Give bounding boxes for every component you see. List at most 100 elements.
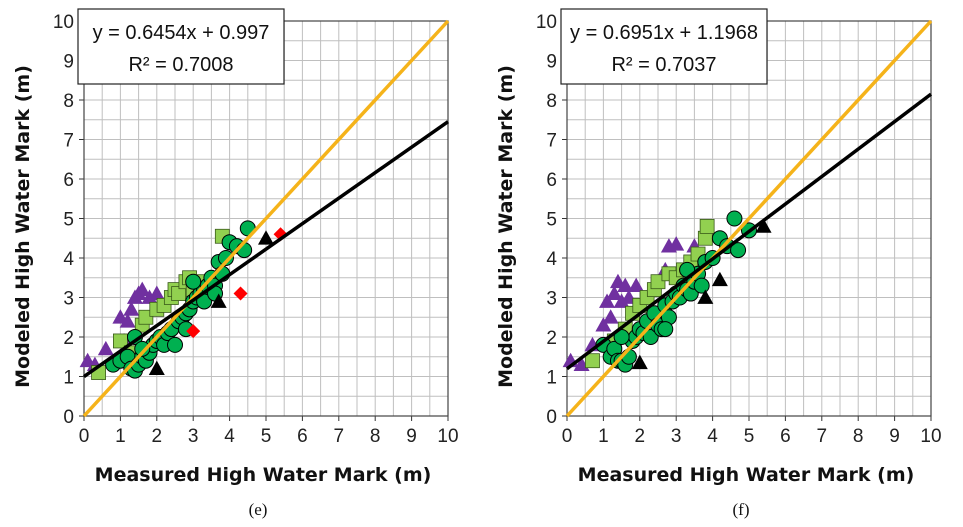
triangle-marker xyxy=(595,317,612,332)
x-tick-label: 10 xyxy=(437,426,458,447)
circle-marker xyxy=(185,273,202,290)
y-tick-label: 5 xyxy=(546,210,557,231)
x-tick-label: 10 xyxy=(920,426,941,447)
y-axis-label: Modeled High Water Mark (m) xyxy=(12,65,34,388)
y-tick-label: 8 xyxy=(63,91,74,112)
x-axis-label: Measured High Water Mark (m) xyxy=(578,464,915,486)
triangle-marker xyxy=(668,236,685,251)
x-tick-label: 6 xyxy=(780,426,791,447)
y-tick-label: 3 xyxy=(63,289,74,310)
x-tick-label: 1 xyxy=(598,426,609,447)
black-triangle-marker xyxy=(697,289,714,304)
x-tick-label: 4 xyxy=(707,426,718,447)
diamond-marker xyxy=(233,286,248,301)
black-triangle-marker xyxy=(258,230,274,245)
x-tick-label: 9 xyxy=(406,426,417,447)
regression-line xyxy=(82,120,450,379)
x-tick-label: 1 xyxy=(115,426,126,447)
circle-marker xyxy=(726,210,743,227)
circle-marker xyxy=(642,329,659,345)
square-marker xyxy=(699,218,715,234)
x-tick-label: 5 xyxy=(261,426,272,447)
x-tick-label: 5 xyxy=(744,426,755,447)
x-tick-label: 8 xyxy=(853,426,864,447)
triangle-marker xyxy=(602,309,619,324)
x-tick-label: 2 xyxy=(152,426,163,447)
diamond-marker xyxy=(186,324,201,339)
triangle-marker xyxy=(119,313,136,328)
panel-caption: (e) xyxy=(249,500,268,519)
x-tick-label: 0 xyxy=(562,426,573,447)
y-tick-label: 3 xyxy=(546,289,557,310)
x-tick-label: 2 xyxy=(635,426,646,447)
r-squared-label: R² = 0.7008 xyxy=(128,54,233,76)
square-marker xyxy=(585,353,600,369)
circle-marker xyxy=(730,242,747,259)
square-marker xyxy=(650,274,666,290)
chart-panel-f: 0 1 2 3 4 5 6 7 8 9 10 0 1 2 3 4 5 6 7 8 9 10 y = 0.6951x + 1.… xyxy=(483,0,963,527)
x-tick-label: 9 xyxy=(889,426,900,447)
square-marker xyxy=(138,309,154,325)
circle-marker xyxy=(693,277,710,294)
black-triangle-marker xyxy=(711,271,728,287)
regression-line xyxy=(565,92,933,371)
triangle-marker xyxy=(599,293,616,308)
y-tick-label: 4 xyxy=(546,249,557,270)
y-tick-label: 1 xyxy=(546,368,557,389)
one-to-one-line xyxy=(565,19,933,418)
y-tick-label: 0 xyxy=(546,407,557,428)
x-tick-label: 3 xyxy=(671,426,682,447)
y-tick-label: 1 xyxy=(63,368,74,389)
black-triangle-marker xyxy=(755,218,772,233)
one-to-one-line xyxy=(82,19,450,418)
y-axis-label: Modeled High Water Mark (m) xyxy=(495,65,517,388)
triangle-marker xyxy=(617,277,634,293)
y-tick-label: 6 xyxy=(546,170,557,191)
circle-marker xyxy=(657,321,674,338)
triangle-marker xyxy=(606,285,623,300)
x-tick-label: 3 xyxy=(188,426,199,447)
x-tick-label: 0 xyxy=(79,426,90,447)
triangle-marker xyxy=(148,285,165,300)
triangle-marker xyxy=(123,301,140,316)
y-tick-label: 7 xyxy=(63,131,74,152)
circle-marker xyxy=(134,340,151,357)
y-tick-label: 10 xyxy=(53,12,74,33)
y-tick-label: 9 xyxy=(63,52,74,73)
y-tick-label: 7 xyxy=(546,131,557,152)
black-triangle-marker xyxy=(210,293,227,308)
triangle-marker xyxy=(79,352,96,368)
y-tick-label: 9 xyxy=(546,52,557,73)
chart-panel-e: 0 1 2 3 4 5 6 7 8 9 10 0 1 2 3 4 5 6 7 8 9 10 y = 0.6454x + 0.… xyxy=(0,0,480,527)
scatter-plot-f: 0 1 2 3 4 5 6 7 8 9 10 0 1 2 3 4 5 6 7 8 9 10 y = 0.6951x + 1.… xyxy=(495,8,942,519)
x-axis-label: Measured High Water Mark (m) xyxy=(95,464,432,486)
r-squared-label: R² = 0.7037 xyxy=(611,54,716,76)
square-marker xyxy=(113,333,128,349)
triangle-marker xyxy=(134,281,151,296)
scatter-plot-e: 0 1 2 3 4 5 6 7 8 9 10 0 1 2 3 4 5 6 7 8 9 10 y = 0.6454x + 0.… xyxy=(12,8,459,519)
y-tick-label: 0 xyxy=(63,407,74,428)
panel-caption: (f) xyxy=(733,500,750,519)
x-tick-label: 7 xyxy=(334,426,345,447)
y-tick-label: 6 xyxy=(63,170,74,191)
regression-equation: y = 0.6951x + 1.1968 xyxy=(570,22,758,44)
regression-equation: y = 0.6454x + 0.997 xyxy=(93,22,270,44)
x-tick-label: 7 xyxy=(817,426,828,447)
black-triangle-marker xyxy=(148,360,165,375)
y-tick-label: 4 xyxy=(63,249,74,270)
black-triangle-marker xyxy=(631,354,648,370)
x-tick-label: 6 xyxy=(297,426,308,447)
y-tick-label: 5 xyxy=(63,210,74,231)
triangle-marker xyxy=(97,340,114,356)
circle-marker xyxy=(167,336,183,353)
circle-marker xyxy=(217,250,234,266)
y-tick-label: 10 xyxy=(536,12,557,33)
y-tick-label: 2 xyxy=(546,328,557,349)
y-tick-label: 2 xyxy=(63,328,74,349)
equation-box xyxy=(560,8,768,85)
equation-box xyxy=(77,8,285,85)
x-tick-label: 4 xyxy=(224,426,235,447)
triangle-marker xyxy=(628,277,645,293)
x-tick-label: 8 xyxy=(370,426,381,447)
triangle-marker xyxy=(613,293,630,308)
